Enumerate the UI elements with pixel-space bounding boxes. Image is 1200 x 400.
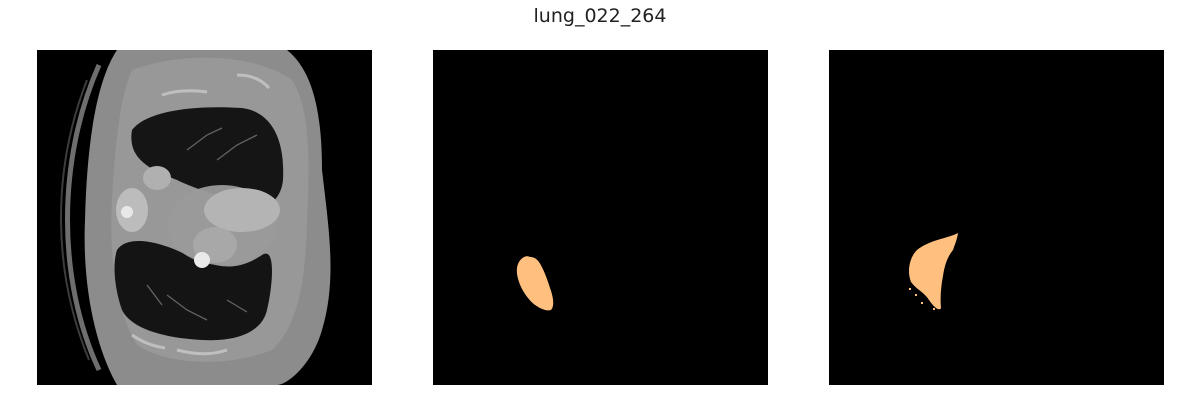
predicted-lesion-mask	[909, 233, 958, 310]
predicted-mask-panel	[829, 50, 1164, 385]
figure-title: lung_022_264	[533, 5, 667, 27]
predicted-mask-image	[829, 50, 1164, 385]
lower-lung	[114, 240, 273, 341]
ct-scan-image	[37, 50, 372, 385]
ct-image-panel	[37, 50, 372, 385]
ground-truth-mask-panel	[433, 50, 768, 385]
upper-lung	[131, 107, 284, 207]
lesion-mask	[516, 256, 554, 311]
ground-truth-mask-image	[433, 50, 768, 385]
